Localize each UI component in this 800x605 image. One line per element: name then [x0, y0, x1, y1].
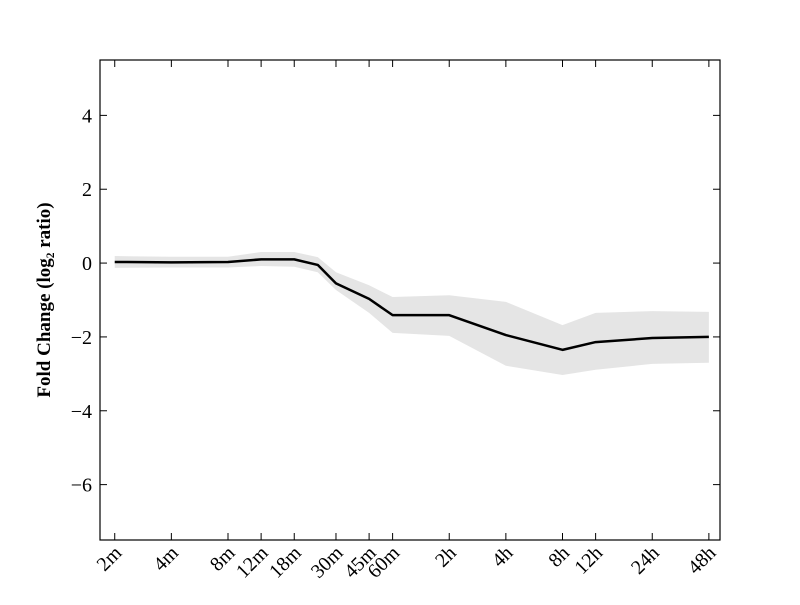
x-tick-label: 4h: [488, 542, 518, 572]
y-axis-label: Fold Change (log₂ ratio): [34, 202, 55, 397]
x-tick-label: 24h: [627, 542, 664, 579]
x-tick-label: 4m: [149, 542, 183, 576]
band: [114, 252, 709, 375]
y-tick-label: 0: [82, 253, 92, 275]
x-tick-label: 30m: [307, 542, 348, 583]
y-tick-label: 4: [82, 105, 92, 127]
x-tick-label: 48h: [684, 542, 721, 579]
y-tick-label: −4: [71, 401, 92, 423]
x-tick-label: 2m: [93, 542, 127, 576]
y-tick-label: 2: [82, 179, 92, 201]
x-tick-label: 8h: [544, 542, 574, 572]
plot-frame: [99, 59, 721, 541]
line: [114, 258, 709, 352]
y-tick-label: −6: [71, 475, 92, 497]
x-tick-label: 12h: [570, 542, 607, 579]
x-tick-label: 18m: [265, 542, 306, 583]
x-tick-label: 12m: [232, 542, 273, 583]
y-tick-label: −2: [71, 327, 92, 349]
x-tick-label: 2h: [431, 542, 461, 572]
